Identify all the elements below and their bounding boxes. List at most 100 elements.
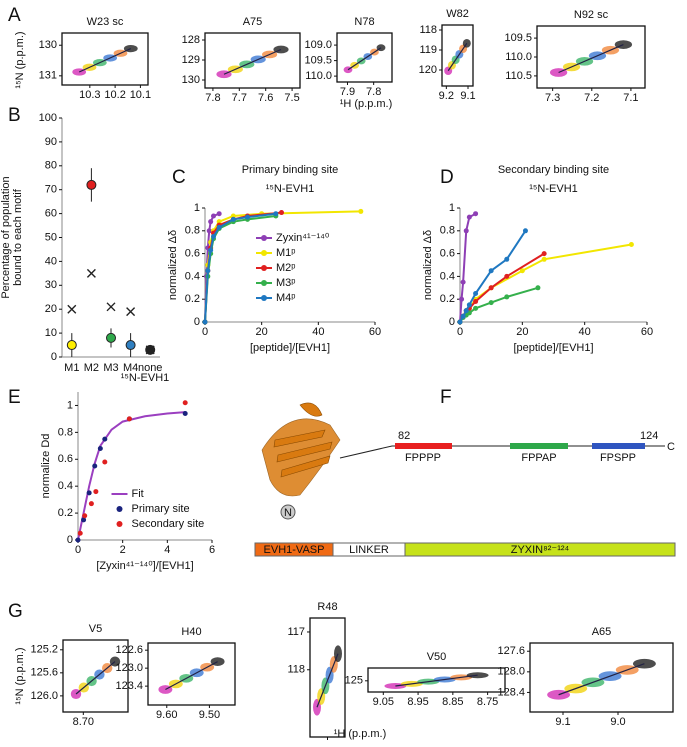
data-point bbox=[102, 459, 108, 465]
y-tick-label: 128 bbox=[182, 34, 200, 46]
y-tick-label: 110.0 bbox=[305, 70, 332, 82]
y-axis-label: Percentage of population bbox=[0, 176, 12, 298]
data-point bbox=[460, 313, 466, 319]
data-point bbox=[75, 537, 81, 543]
x-marker bbox=[126, 307, 136, 317]
data-point bbox=[466, 302, 472, 308]
x-tick-label: 0 bbox=[202, 326, 208, 338]
data-point bbox=[279, 210, 284, 216]
y-tick-label: 0.4 bbox=[440, 270, 455, 282]
y-tick-label: 30 bbox=[45, 279, 57, 291]
y-tick-label: 126.0 bbox=[30, 690, 58, 702]
x-tick-label: 0 bbox=[75, 544, 81, 556]
data-point bbox=[230, 213, 236, 219]
data-point bbox=[102, 436, 108, 442]
data-point bbox=[202, 319, 208, 325]
legend-swatch bbox=[261, 235, 267, 241]
plot-frame bbox=[367, 667, 506, 693]
y-axis-label: normalize Dd bbox=[40, 434, 52, 499]
y-tick-label: 0.2 bbox=[185, 293, 200, 305]
x-tick-label: 60 bbox=[369, 326, 381, 338]
linker-line bbox=[339, 445, 665, 459]
legend-label: Secondary site bbox=[132, 518, 205, 530]
legend-label: Fit bbox=[132, 488, 144, 500]
legend-label: M3ᵖ bbox=[276, 277, 295, 289]
y-tick-label: 0 bbox=[194, 316, 200, 328]
data-point bbox=[82, 513, 88, 519]
chart-title: Primary binding site bbox=[242, 164, 339, 176]
y-tick-label: 0 bbox=[51, 351, 57, 363]
x-tick-label: 9.60 bbox=[156, 709, 177, 721]
x-tick-label: 9.1 bbox=[460, 90, 475, 102]
x-tick-label: 7.7 bbox=[232, 92, 247, 104]
data-point bbox=[93, 489, 99, 495]
data-point bbox=[205, 268, 211, 274]
x-tick-label: 0 bbox=[457, 326, 463, 338]
data-point bbox=[519, 268, 525, 274]
data-point bbox=[86, 490, 92, 496]
data-point bbox=[125, 340, 136, 351]
y-tick-label: 0.6 bbox=[185, 248, 200, 260]
panel-title: H40 bbox=[181, 626, 201, 638]
y-tick-label: 122.6 bbox=[115, 644, 143, 656]
motif-label: FPPAP bbox=[521, 452, 556, 464]
shift-arrow bbox=[447, 42, 468, 72]
legend-label: Primary site bbox=[132, 503, 190, 515]
x-tick-label: M3 bbox=[103, 362, 118, 374]
y-axis-label: bound to each motif bbox=[12, 188, 24, 286]
panel-label: B bbox=[8, 105, 21, 126]
chart-subtitle: ¹⁵N-EVH1 bbox=[266, 183, 315, 195]
x-tick-label: 40 bbox=[579, 326, 591, 338]
y-tick-label: 0 bbox=[67, 534, 73, 546]
data-point bbox=[473, 298, 479, 304]
y-tick-label: 117 bbox=[287, 626, 305, 638]
legend-label: Zyxin⁴¹⁻¹⁴⁰ bbox=[276, 232, 330, 244]
y-tick-label: 118 bbox=[287, 664, 305, 676]
panel-label: D bbox=[440, 167, 454, 188]
data-point bbox=[216, 224, 222, 230]
shift-arrow bbox=[165, 661, 218, 691]
x-tick-label: 7.1 bbox=[623, 92, 638, 104]
y-tick-label: 109.0 bbox=[304, 39, 332, 51]
shift-arrow bbox=[223, 48, 282, 75]
legend-label: M1ᵖ bbox=[276, 247, 295, 259]
x-tick-label: 7.2 bbox=[584, 92, 599, 104]
y-tick-label: 110.0 bbox=[505, 51, 532, 63]
data-point bbox=[522, 228, 528, 234]
data-point bbox=[81, 517, 87, 523]
data-point bbox=[208, 247, 214, 253]
domain-label: ZYXIN⁸²⁻¹²⁴ bbox=[511, 544, 570, 556]
panel-title: W82 bbox=[446, 8, 469, 20]
y-tick-label: 123.4 bbox=[115, 680, 143, 692]
data-point bbox=[208, 219, 214, 225]
y-tick-label: 125.6 bbox=[30, 667, 58, 679]
domain-bar bbox=[404, 542, 676, 557]
legend-swatch bbox=[261, 295, 267, 301]
data-point bbox=[216, 211, 222, 217]
legend-swatch bbox=[261, 250, 267, 256]
x-tick-label: 8.95 bbox=[407, 696, 428, 708]
x-tick-label: 7.6 bbox=[258, 92, 273, 104]
residue-label: 124 bbox=[640, 430, 658, 442]
x-tick-label: M2 bbox=[84, 362, 99, 374]
legend-swatch bbox=[261, 265, 267, 271]
motif-bar bbox=[395, 443, 452, 449]
n-terminus bbox=[280, 504, 296, 520]
y-axis-label: normalized Δδ bbox=[422, 230, 434, 300]
x-tick-label: 7.8 bbox=[366, 86, 381, 98]
plot-frame bbox=[441, 24, 474, 87]
c-terminus-label: C bbox=[667, 441, 675, 453]
data-point bbox=[230, 216, 236, 222]
x-tick-label: 8.75 bbox=[477, 696, 498, 708]
x-tick-label: 6 bbox=[209, 544, 215, 556]
data-point bbox=[541, 251, 547, 257]
panel-title: N92 sc bbox=[574, 9, 609, 21]
legend-swatch bbox=[116, 506, 123, 512]
y-tick-label: 0 bbox=[449, 316, 455, 328]
x-tick-label: 9.1 bbox=[555, 716, 570, 728]
panel-title: W23 sc bbox=[87, 16, 124, 28]
y-tick-label: 40 bbox=[45, 255, 57, 267]
y-tick-label: 129 bbox=[182, 54, 200, 66]
x-tick-label: M1 bbox=[64, 362, 79, 374]
x-axis-label: [peptide]/[EVH1] bbox=[250, 342, 330, 354]
